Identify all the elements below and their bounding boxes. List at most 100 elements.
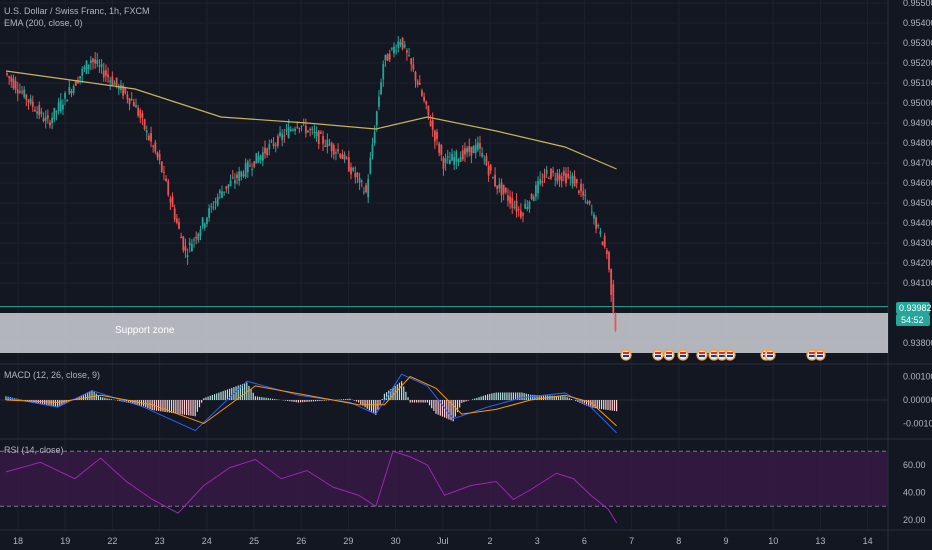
candle-body xyxy=(249,165,251,167)
candle-body xyxy=(132,101,135,107)
economic-event-marker[interactable] xyxy=(620,349,632,361)
last-price-badge xyxy=(896,302,930,314)
candle-body xyxy=(560,176,563,182)
candle-body xyxy=(171,196,174,207)
candle-body xyxy=(425,101,428,105)
candle-body xyxy=(356,172,359,178)
candle-body xyxy=(457,159,460,163)
candle-body xyxy=(186,255,189,257)
candle-body xyxy=(513,206,516,208)
candle-body xyxy=(40,111,43,114)
candle-body xyxy=(64,92,66,99)
candle-body xyxy=(57,102,60,111)
economic-event-marker[interactable] xyxy=(724,349,736,361)
candle-body xyxy=(530,193,533,199)
candle-body xyxy=(580,183,582,192)
candle-body xyxy=(453,157,456,165)
economic-event-marker[interactable] xyxy=(764,349,776,361)
economic-event-marker[interactable] xyxy=(652,349,664,361)
rsi-tick-label: 40.00 xyxy=(903,488,926,498)
candle-body xyxy=(197,233,200,241)
economic-event-marker[interactable] xyxy=(663,349,675,361)
candle-body xyxy=(117,85,120,90)
flag-stripe xyxy=(767,352,773,354)
candle-body xyxy=(206,217,208,224)
candle-body xyxy=(369,157,372,174)
candle-body xyxy=(543,174,546,179)
candle-body xyxy=(298,128,301,130)
candle-body xyxy=(470,146,473,156)
candle-body xyxy=(554,178,557,180)
candle-body xyxy=(532,196,535,201)
rsi-tick-label: 60.00 xyxy=(903,460,926,470)
candle-body xyxy=(257,156,260,163)
candle-body xyxy=(126,94,129,100)
rsi-tick-label: 20.00 xyxy=(903,515,926,525)
time-tick-label: 7 xyxy=(629,536,634,546)
candle-body xyxy=(175,218,178,223)
candle-body xyxy=(156,152,159,158)
event-markers[interactable] xyxy=(620,349,826,361)
candle-body xyxy=(115,77,118,86)
candle-body xyxy=(135,105,137,108)
flag-stripe xyxy=(655,352,661,354)
candle-body xyxy=(399,42,402,46)
candle-body xyxy=(569,176,572,179)
time-tick-label: 24 xyxy=(202,536,212,546)
economic-event-marker[interactable] xyxy=(716,349,728,361)
rsi-pane xyxy=(0,450,888,524)
candle-body xyxy=(315,132,318,137)
candle-body xyxy=(371,144,374,157)
candle-body xyxy=(23,89,26,97)
candles xyxy=(6,36,617,333)
flag-stripe xyxy=(711,352,717,354)
flag-stripe xyxy=(699,355,705,357)
candle-body xyxy=(494,174,496,187)
candle-body xyxy=(528,201,531,209)
candle-body xyxy=(38,105,41,116)
candle-body xyxy=(208,207,210,218)
rsi-band xyxy=(0,451,888,507)
candle-body xyxy=(231,177,234,179)
candle-body xyxy=(317,130,320,144)
economic-event-marker[interactable] xyxy=(677,349,689,361)
ema-title: EMA (200, close, 0) xyxy=(4,18,83,28)
economic-event-marker[interactable] xyxy=(696,349,708,361)
flag-stripe xyxy=(680,352,686,354)
last-price-text: 0.93982 xyxy=(899,303,932,313)
candle-body xyxy=(109,80,112,82)
candle-body xyxy=(436,131,438,140)
economic-event-marker[interactable] xyxy=(814,349,826,361)
macd-pane xyxy=(0,373,888,434)
signal-line xyxy=(5,375,617,427)
candle-body xyxy=(395,50,398,52)
candle-body xyxy=(31,101,34,107)
time-tick-label: 18 xyxy=(13,536,23,546)
candle-body xyxy=(191,244,193,252)
countdown-badge xyxy=(896,314,930,326)
time-tick-label: 23 xyxy=(155,536,165,546)
candle-body xyxy=(66,99,69,102)
candle-body xyxy=(141,113,144,118)
candle-body xyxy=(6,73,8,75)
candle-body xyxy=(358,177,361,183)
time-tick-label: 14 xyxy=(863,536,873,546)
candle-body xyxy=(154,142,157,152)
candle-body xyxy=(595,217,597,229)
candle-body xyxy=(25,94,28,101)
candle-body xyxy=(547,178,550,180)
flag-stripe xyxy=(727,355,733,357)
candle-body xyxy=(487,165,490,176)
candle-body xyxy=(259,155,262,160)
candle-body xyxy=(160,161,163,172)
candle-body xyxy=(414,71,417,81)
candle-body xyxy=(612,284,615,313)
candle-body xyxy=(401,37,404,49)
candle-body xyxy=(199,229,202,236)
candle-body xyxy=(423,96,425,102)
